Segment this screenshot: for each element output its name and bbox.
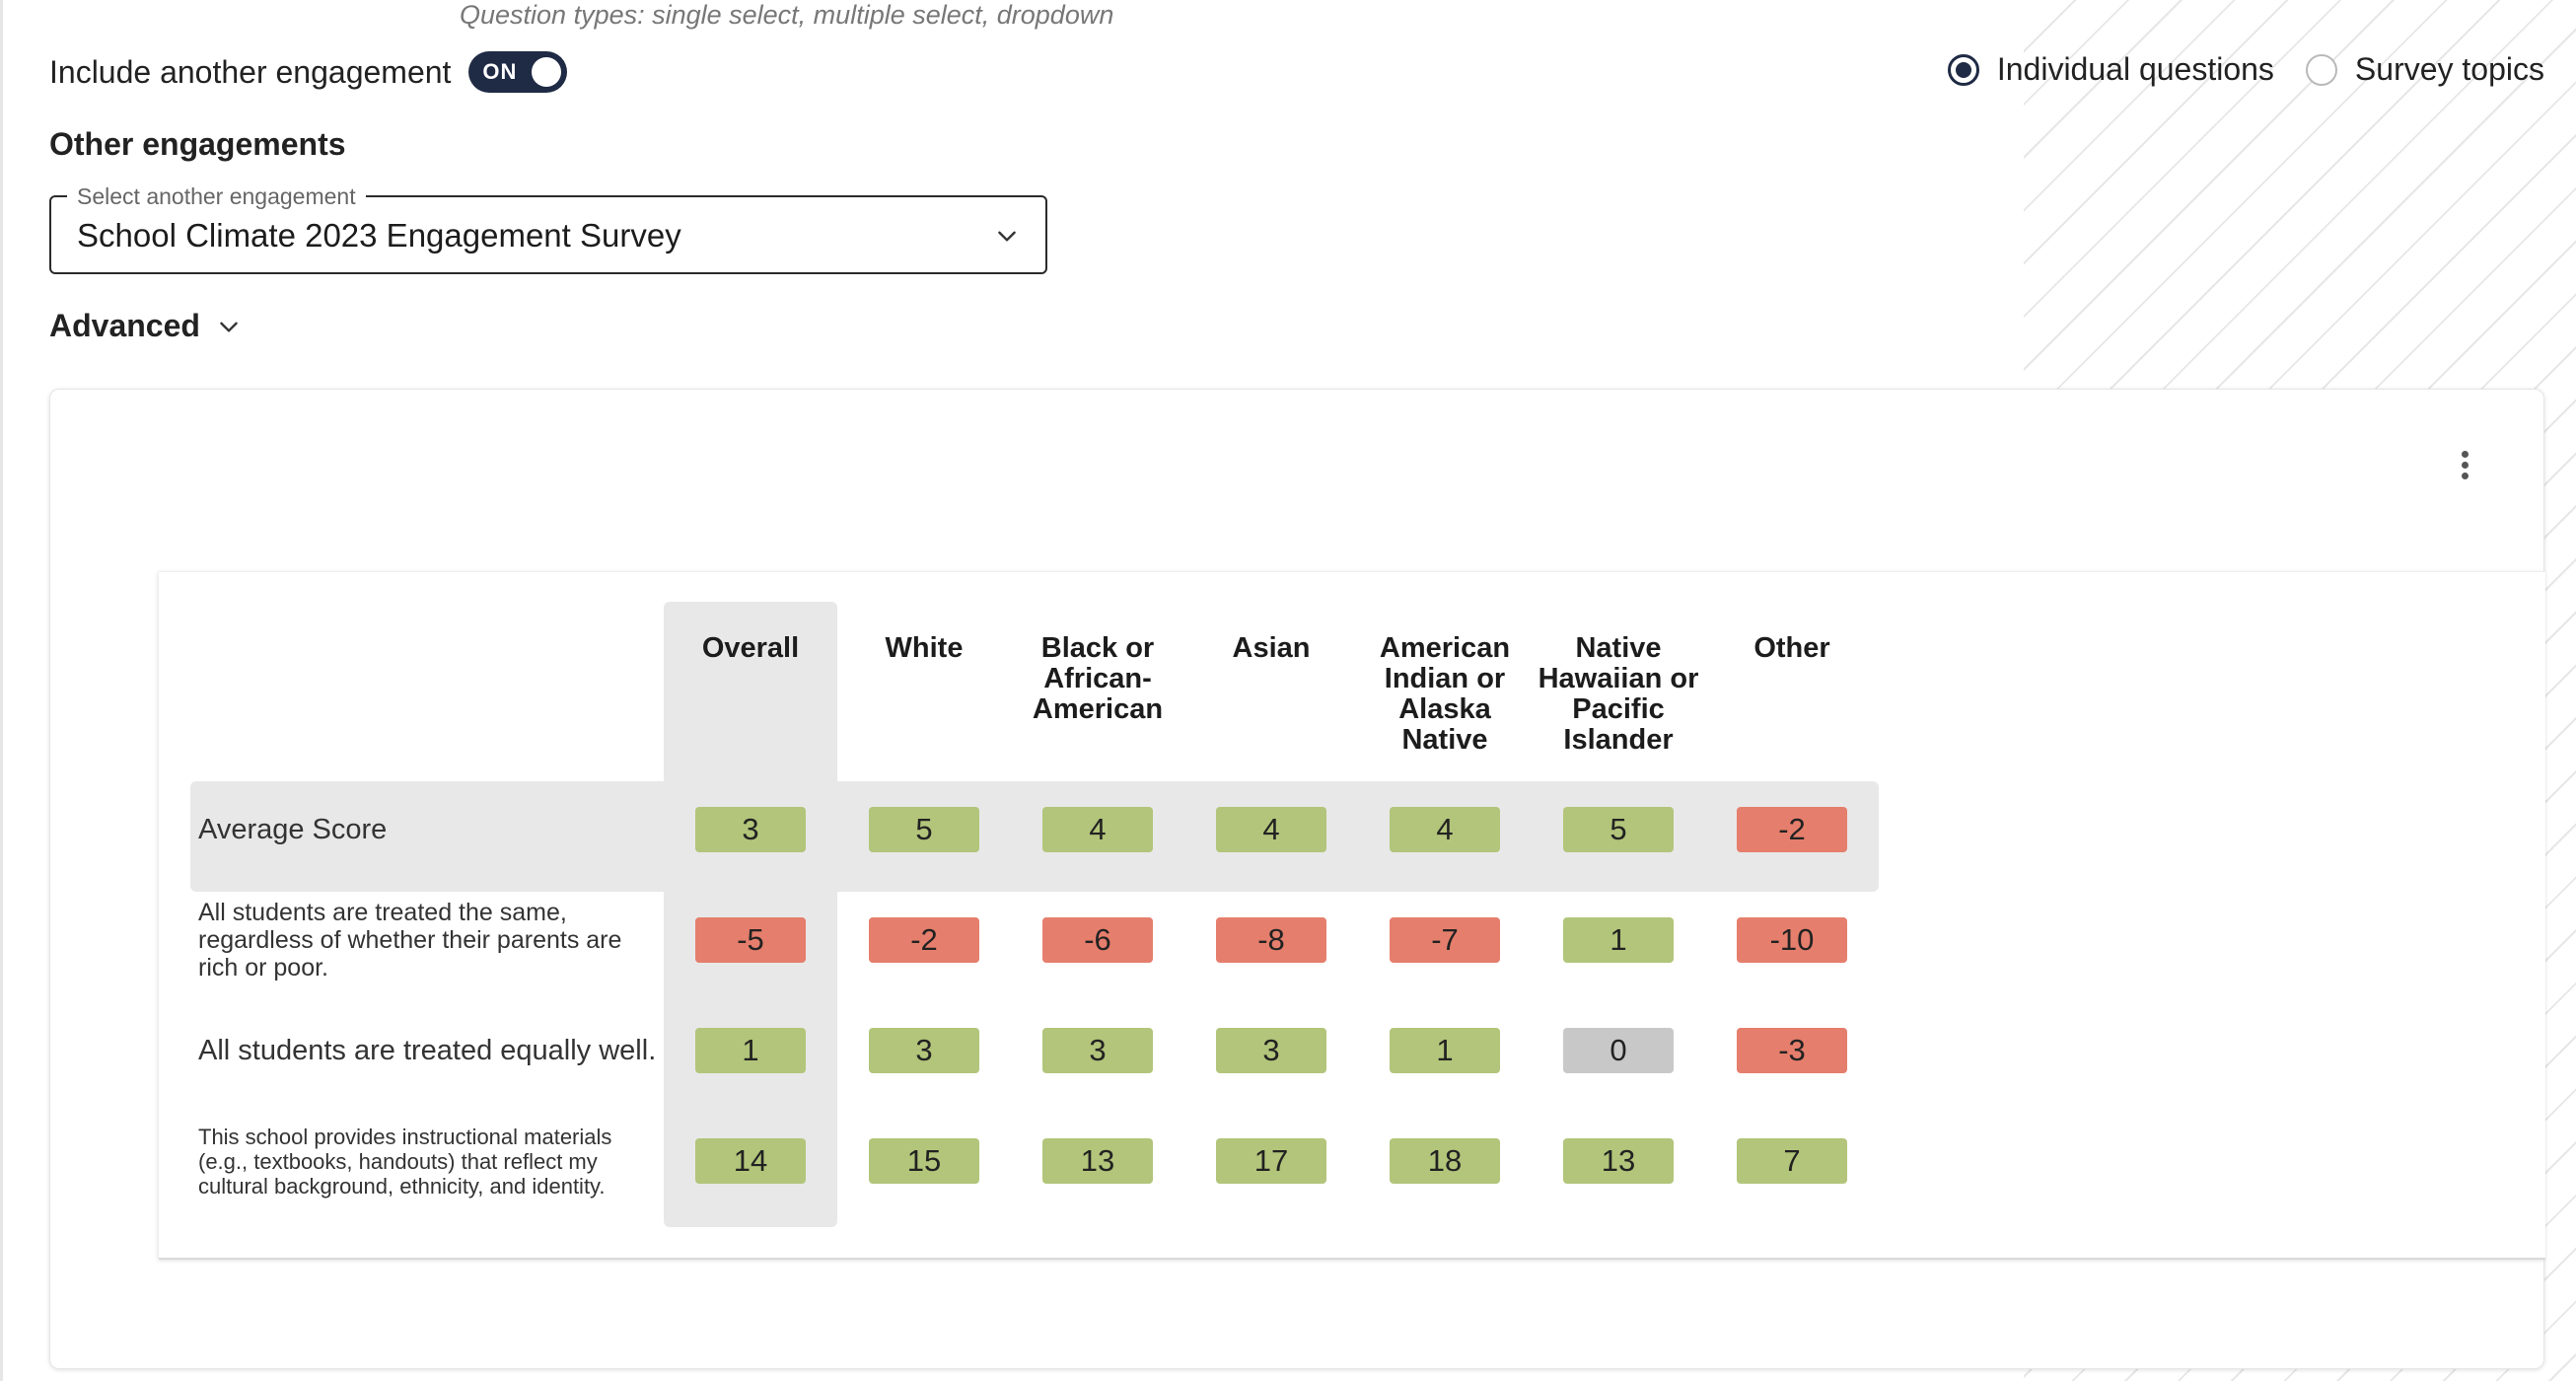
score-cell: 1 (1390, 1028, 1500, 1073)
engagement-select[interactable]: Select another engagement School Climate… (49, 183, 1047, 274)
column-header: Other (1705, 633, 1879, 664)
column-header-line: Asian (1232, 632, 1311, 664)
score-cell: 3 (695, 807, 806, 852)
column-header-line: American (1032, 693, 1164, 725)
column-header-line: Pacific (1572, 693, 1665, 725)
select-value: School Climate 2023 Engagement Survey (77, 217, 681, 254)
results-card: Overall White Black or African- American Asia… (49, 389, 2545, 1369)
radio-selected-icon (1947, 53, 1979, 86)
column-header-line: Native (1401, 724, 1488, 756)
radio-label: Survey topics (2354, 51, 2544, 87)
chevron-down-icon (220, 322, 238, 332)
score-cell: 7 (1737, 1138, 1847, 1184)
radio-survey-topics[interactable]: Survey topics (2305, 51, 2544, 88)
chevron-down-icon (998, 231, 1016, 242)
column-header: Native Hawaiian or Pacific Islander (1532, 633, 1705, 756)
column-header-line: Black or (1040, 632, 1155, 664)
score-cell: 1 (1563, 917, 1674, 963)
column-header: American Indian or Alaska Native (1358, 633, 1532, 756)
row-treated-equally-label: All students are treated equally well. (198, 1034, 657, 1066)
column-header-line: White (885, 632, 964, 664)
column-header-line: Alaska (1398, 693, 1491, 725)
column-header-line: African- (1043, 663, 1152, 694)
results-table: Overall White Black or African- American Asia… (159, 571, 2545, 1260)
more-vertical-icon[interactable] (2457, 451, 2472, 486)
score-cell: 1 (695, 1028, 806, 1073)
radio-unselected-icon (2305, 53, 2337, 86)
column-header-line: Islander (1563, 724, 1674, 756)
score-cell: 15 (869, 1138, 979, 1184)
include-engagement-label: Include another engagement (49, 53, 452, 90)
score-cell: -2 (1737, 807, 1847, 852)
advanced-label: Advanced (49, 308, 200, 343)
score-cell: -3 (1737, 1028, 1847, 1073)
select-legend: Select another engagement (67, 183, 366, 210)
score-cell: -2 (869, 917, 979, 963)
score-cell: 4 (1042, 807, 1153, 852)
advanced-toggle[interactable]: Advanced (49, 308, 242, 344)
score-cell: -7 (1390, 917, 1500, 963)
row-instructional-materials-label: This school provides instructional mater… (198, 1124, 612, 1199)
include-engagement-row: Include another engagement ON (49, 51, 568, 93)
column-header-line: Native (1575, 632, 1662, 664)
score-cell: 5 (1563, 807, 1674, 852)
toggle-knob (532, 57, 562, 87)
score-cell: 0 (1563, 1028, 1674, 1073)
score-cell: 17 (1216, 1138, 1326, 1184)
score-cell: 4 (1216, 807, 1326, 852)
column-header-line: Indian or (1384, 663, 1506, 694)
score-cell: -8 (1216, 917, 1326, 963)
score-cell: 3 (1042, 1028, 1153, 1073)
column-header-line: Other (1753, 632, 1830, 664)
include-engagement-toggle[interactable]: ON (468, 51, 568, 93)
score-cell: -6 (1042, 917, 1153, 963)
column-header: Asian (1184, 633, 1358, 664)
radio-individual-questions[interactable]: Individual questions (1947, 51, 2274, 88)
score-cell: -10 (1737, 917, 1847, 963)
score-cell: 3 (1216, 1028, 1326, 1073)
left-border (0, 0, 3, 1381)
view-mode-radio-group: Individual questions Survey topics (1947, 51, 2544, 88)
overall-column-highlight (664, 602, 837, 1227)
score-cell: 3 (869, 1028, 979, 1073)
score-cell: 13 (1042, 1138, 1153, 1184)
other-engagements-title: Other engagements (49, 126, 346, 162)
column-header-line: Overall (701, 632, 800, 664)
question-types-note: Question types: single select, multiple … (460, 0, 1114, 30)
column-header: Overall (664, 633, 837, 664)
column-header: Black or African- American (1011, 633, 1184, 725)
score-cell: -5 (695, 917, 806, 963)
radio-label: Individual questions (1996, 51, 2274, 87)
row-average-score-label: Average Score (198, 813, 388, 845)
column-header: White (837, 633, 1011, 664)
column-header-line: Hawaiian or (1538, 663, 1699, 694)
score-cell: 4 (1390, 807, 1500, 852)
score-cell: 13 (1563, 1138, 1674, 1184)
score-cell: 14 (695, 1138, 806, 1184)
score-cell: 18 (1390, 1138, 1500, 1184)
row-rich-or-poor-label: All students are treated the same, regar… (198, 899, 622, 981)
score-cell: 5 (869, 807, 979, 852)
column-header-line: American (1379, 632, 1511, 664)
toggle-state-text: ON (482, 59, 518, 84)
